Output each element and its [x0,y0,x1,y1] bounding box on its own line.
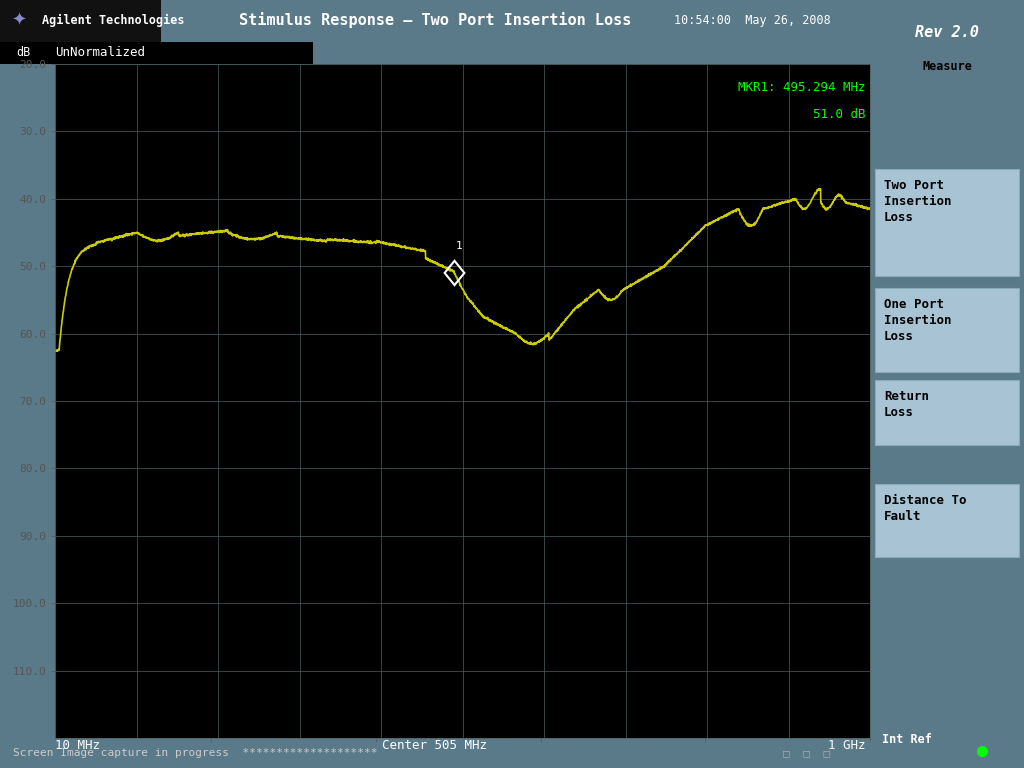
Text: Rev 2.0: Rev 2.0 [915,25,979,41]
Text: One Port
Insertion
Loss: One Port Insertion Loss [884,298,951,343]
Text: Int Ref: Int Ref [883,733,932,746]
Text: Return
Loss: Return Loss [884,390,929,419]
FancyBboxPatch shape [876,380,1019,445]
Text: MKR1: 495.294 MHz: MKR1: 495.294 MHz [738,81,866,94]
Text: dB: dB [16,45,30,58]
Text: Screen Image capture in progress  ********************: Screen Image capture in progress *******… [13,748,378,758]
Bar [0,0,161,42]
FancyBboxPatch shape [876,169,1019,276]
Text: 10 MHz: 10 MHz [55,739,100,752]
Text: 51.0 dB: 51.0 dB [813,108,866,121]
FancyBboxPatch shape [876,288,1019,372]
Text: UnNormalized: UnNormalized [55,46,145,59]
Text: 1 GHz: 1 GHz [828,739,866,752]
Text: □  □  □: □ □ □ [783,748,830,758]
Text: Stimulus Response – Two Port Insertion Loss: Stimulus Response – Two Port Insertion L… [239,12,631,28]
Text: Agilent Technologies: Agilent Technologies [42,14,184,27]
Text: ✦: ✦ [11,12,27,29]
Text: Two Port
Insertion
Loss: Two Port Insertion Loss [884,179,951,224]
Text: Measure: Measure [922,60,972,73]
Bar [0,42,313,64]
Text: Distance To
Fault: Distance To Fault [884,494,967,523]
FancyBboxPatch shape [876,484,1019,557]
Text: 1: 1 [456,240,463,250]
Text: 10:54:00  May 26, 2008: 10:54:00 May 26, 2008 [674,14,830,27]
Text: Center 505 MHz: Center 505 MHz [383,739,487,752]
